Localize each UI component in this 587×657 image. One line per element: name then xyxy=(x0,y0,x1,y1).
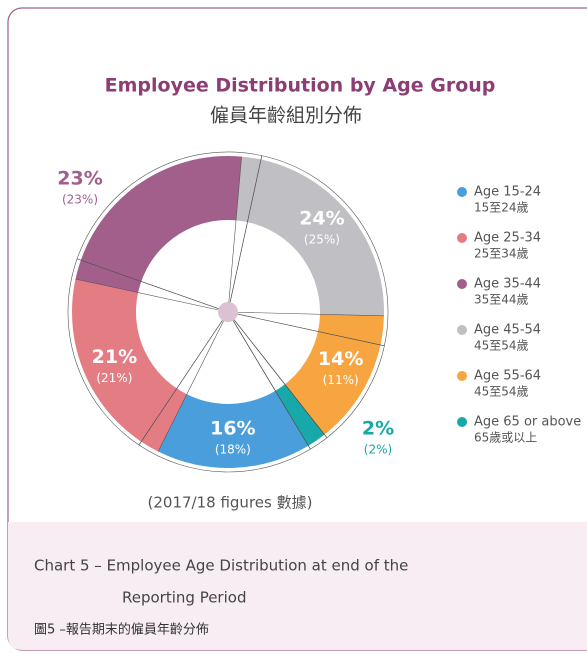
previous-slice-outline xyxy=(67,258,229,446)
slice-divider xyxy=(227,156,242,313)
legend-label: Age 15-24 xyxy=(474,185,541,200)
previous-slice-outline xyxy=(76,151,263,313)
caption-line: Chart 5 – Employee Age Distribution at e… xyxy=(34,557,408,575)
legend-label: Age 35-44 xyxy=(474,277,541,292)
previous-value-label: (23%) xyxy=(62,193,98,207)
legend-marker xyxy=(457,325,467,335)
slice-divider xyxy=(75,278,229,313)
value-label: 23% xyxy=(57,168,102,190)
center-dot xyxy=(218,302,238,322)
legend-label-zh: 45至54歲 xyxy=(474,339,529,353)
slice-divider xyxy=(227,311,384,317)
legend-marker xyxy=(457,279,467,289)
caption-line: 圖5 –報告期末的僱員年齡分佈 xyxy=(34,622,209,638)
legend-label-zh: 25至34歲 xyxy=(474,247,529,261)
legend-marker xyxy=(457,417,467,427)
previous-value-label: (21%) xyxy=(96,371,132,385)
legend-label-zh: 15至24歲 xyxy=(474,201,529,215)
previous-value-label: (18%) xyxy=(215,442,251,456)
legend-label: Age 65 or above xyxy=(474,415,581,430)
value-label: 2% xyxy=(362,418,394,440)
value-label: 21% xyxy=(92,346,137,368)
note: (2017/18 figures 數據) xyxy=(148,494,313,512)
legend-label-zh: 45至54歲 xyxy=(474,385,529,399)
chart-subtitle: 僱員年齡組別分佈 xyxy=(210,105,362,127)
caption-line: Reporting Period xyxy=(122,589,246,607)
value-label: 16% xyxy=(210,417,255,439)
previous-slice-outline xyxy=(138,311,311,473)
legend-label: Age 55-64 xyxy=(474,369,541,384)
legend-label: Age 45-54 xyxy=(474,323,541,338)
value-label: 14% xyxy=(318,348,363,370)
pie-slice xyxy=(275,384,325,446)
previous-value-label: (11%) xyxy=(323,373,359,387)
pie-slice xyxy=(284,314,384,435)
pie-slice xyxy=(158,390,309,468)
legend-label-zh: 65歲或以上 xyxy=(474,431,537,445)
pie-slice xyxy=(236,156,384,316)
pie-slice xyxy=(72,279,187,452)
legend-marker xyxy=(457,371,467,381)
pie-slice xyxy=(75,156,242,293)
value-label: 24% xyxy=(299,208,344,230)
legend-marker xyxy=(457,233,467,243)
slice-divider xyxy=(157,311,229,452)
previous-value-label: (2%) xyxy=(364,443,392,457)
previous-value-label: (25%) xyxy=(304,233,340,247)
legend-label-zh: 35至44歲 xyxy=(474,293,529,307)
chart-title: Employee Distribution by Age Group xyxy=(105,75,496,97)
legend-marker xyxy=(457,187,467,197)
previous-slice-outline xyxy=(227,155,389,347)
previous-slice-outline xyxy=(227,311,328,450)
legend-label: Age 25-34 xyxy=(474,231,541,246)
caption-box xyxy=(8,522,587,650)
